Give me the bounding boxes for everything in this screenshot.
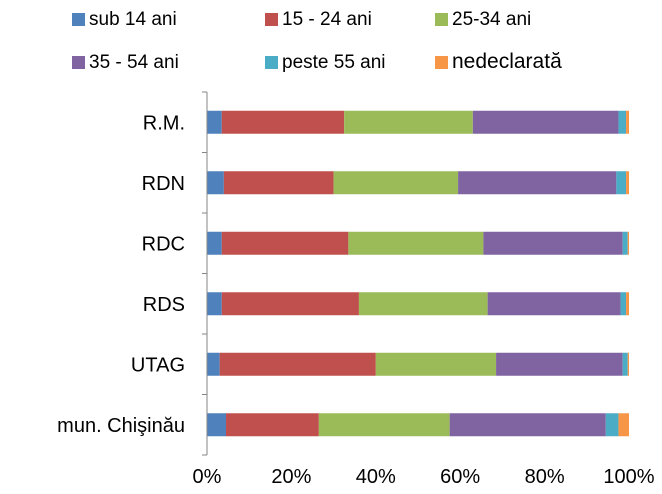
bar-segment — [483, 231, 623, 255]
bar-segment — [318, 413, 450, 437]
x-tick-label: 80% — [525, 466, 565, 488]
x-tick-label: 60% — [440, 466, 480, 488]
bar-segment — [458, 171, 617, 195]
bars: R.M. RDN RDC RDS UTAG mun. Chişinău — [57, 110, 629, 437]
bar-segment — [221, 110, 345, 134]
category-label: UTAG — [131, 354, 185, 376]
category-label: RDN — [142, 173, 185, 195]
bar-segment — [618, 413, 629, 437]
bar-segment — [207, 352, 220, 376]
bar-segment — [626, 292, 629, 316]
bar-segment — [618, 110, 627, 134]
bar-segment — [605, 413, 619, 437]
legend-item: peste 55 ani — [265, 52, 386, 73]
bar-segment — [221, 292, 359, 316]
legend: sub 14 ani 15 - 24 ani 25-34 ani 35 - 54 an… — [72, 9, 562, 73]
bar-segment — [496, 352, 623, 376]
legend-item: sub 14 ani — [72, 9, 177, 30]
x-tick-label: 0% — [193, 466, 222, 488]
bar-segment — [487, 292, 621, 316]
bar-segment — [207, 110, 222, 134]
bar-segment — [626, 171, 629, 195]
legend-swatch — [435, 13, 448, 26]
category-label: RDC — [142, 233, 185, 255]
bar-segment — [207, 231, 222, 255]
x-tick-label: 100% — [603, 466, 654, 488]
bar-segment — [344, 110, 473, 134]
category-label: R.M. — [143, 112, 185, 134]
bar-segment — [375, 352, 497, 376]
bar-segment — [626, 110, 629, 134]
legend-label: 15 - 24 ani — [282, 9, 372, 30]
legend-swatch — [265, 56, 278, 69]
x-tick-label: 40% — [356, 466, 396, 488]
legend-swatch — [72, 56, 85, 69]
legend-label: peste 55 ani — [282, 52, 386, 73]
legend-item: 25-34 ani — [435, 9, 531, 30]
bar-segment — [627, 231, 629, 255]
legend-item: 35 - 54 ani — [72, 52, 179, 73]
x-tick-label: 20% — [271, 466, 311, 488]
legend-label: nedeclarată — [452, 50, 562, 73]
bar-segment — [207, 171, 224, 195]
bar-segment — [472, 110, 619, 134]
legend-item: 15 - 24 ani — [265, 9, 372, 30]
bar-segment — [348, 231, 484, 255]
legend-item: nedeclarată — [435, 50, 562, 73]
legend-swatch — [435, 56, 448, 69]
bar-segment — [627, 352, 629, 376]
bar-segment — [219, 352, 376, 376]
bar-segment — [221, 231, 349, 255]
bar-segment — [207, 292, 222, 316]
bar-segment — [616, 171, 627, 195]
legend-label: 35 - 54 ani — [89, 52, 179, 73]
axes: 0% 20% 40% 60% 80% 100% — [193, 91, 655, 488]
bar-segment — [622, 231, 628, 255]
bar-segment — [358, 292, 488, 316]
bar-segment — [223, 171, 334, 195]
bar-segment — [622, 352, 628, 376]
legend-swatch — [265, 13, 278, 26]
category-label: mun. Chişinău — [57, 415, 185, 437]
bar-segment — [207, 413, 226, 437]
legend-label: sub 14 ani — [89, 9, 177, 30]
bar-segment — [225, 413, 319, 437]
legend-swatch — [72, 13, 85, 26]
bar-segment — [620, 292, 627, 316]
bar-segment — [449, 413, 606, 437]
legend-label: 25-34 ani — [452, 9, 531, 30]
bar-segment — [333, 171, 459, 195]
category-label: RDS — [143, 294, 185, 316]
